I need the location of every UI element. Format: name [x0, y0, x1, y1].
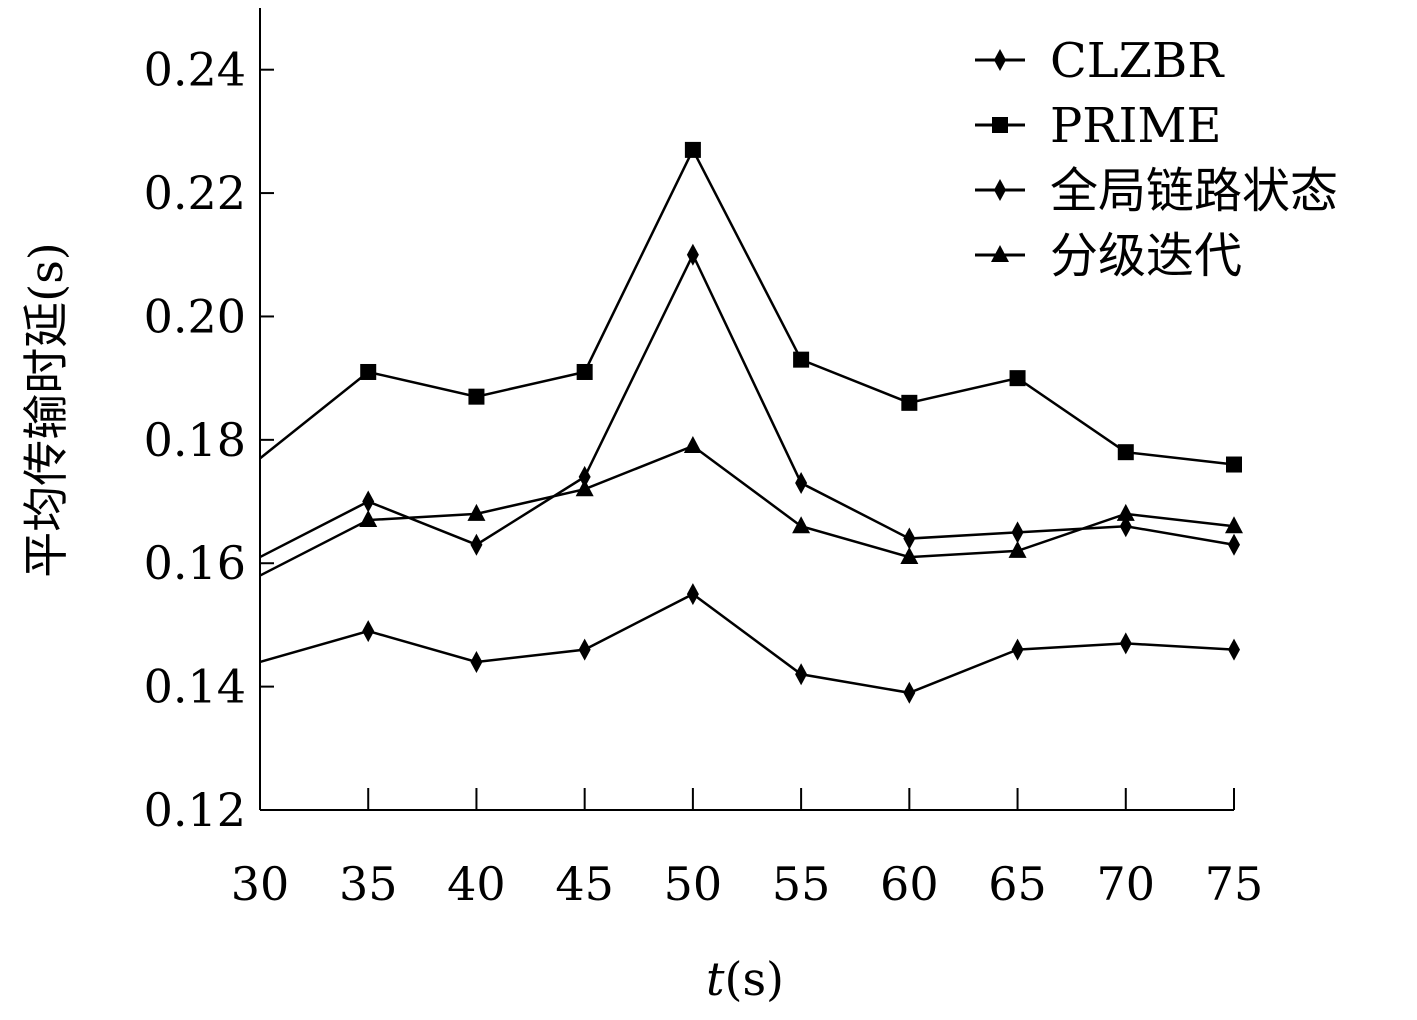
data-point [792, 516, 811, 534]
series-line [259, 592, 1235, 695]
series-line [259, 444, 1235, 577]
data-point [359, 510, 378, 528]
x-axis-label: t(s) [706, 952, 784, 1006]
data-point [1119, 632, 1132, 655]
data-point [362, 490, 375, 513]
legend-marker [994, 179, 1006, 201]
data-point [1008, 540, 1027, 558]
data-point [901, 394, 918, 411]
data-point [793, 351, 810, 368]
x-tick-label: 65 [988, 857, 1047, 911]
data-point [578, 465, 591, 488]
x-tick-label: 40 [447, 857, 506, 911]
legend-label: 分级迭代 [1050, 228, 1242, 284]
x-tick-label: 75 [1205, 857, 1264, 911]
series-layer [259, 141, 1243, 704]
data-point [576, 363, 593, 380]
series-2 [259, 141, 1242, 473]
y-tick-label: 0.16 [144, 536, 246, 590]
x-tick-label: 55 [772, 857, 831, 911]
data-point [1117, 444, 1134, 461]
data-point [362, 620, 375, 643]
data-point [683, 436, 702, 454]
data-point [686, 243, 699, 266]
axes: 0.12 0.14 0.16 0.18 0.20 0.22 0.24 30 35 40 45 50 55… [144, 8, 1264, 911]
series-3 [259, 243, 1240, 559]
legend-label: 全局链路状态 [1050, 163, 1338, 219]
data-point [470, 650, 483, 673]
data-point [1228, 638, 1240, 661]
data-point [467, 503, 486, 521]
series-4 [259, 436, 1243, 577]
y-tick-label: 0.12 [144, 783, 246, 837]
legend-entry: 全局链路状态 [975, 163, 1338, 219]
x-tick-label: 70 [1097, 857, 1156, 911]
x-tick-label: 50 [664, 857, 723, 911]
x-tick-label: 35 [339, 857, 398, 911]
legend-label: CLZBR [1050, 33, 1225, 89]
legend-entry: CLZBR [975, 33, 1225, 89]
x-tick-label: 30 [231, 857, 290, 911]
data-point [900, 547, 919, 565]
data-point [686, 583, 699, 606]
legend-marker [994, 49, 1006, 71]
y-axis-label: 平均传输时延(s) [19, 242, 73, 578]
data-point [1116, 503, 1135, 521]
data-point [684, 141, 701, 158]
data-point [578, 638, 591, 661]
data-point [1226, 456, 1242, 473]
legend-marker [992, 117, 1008, 133]
series-1 [259, 583, 1240, 704]
data-point [903, 527, 916, 550]
y-tick-label: 0.18 [144, 413, 246, 467]
data-point [795, 663, 808, 686]
data-point [470, 533, 483, 556]
series-line [259, 251, 1235, 559]
y-tick-label: 0.20 [144, 289, 246, 343]
data-point [903, 681, 916, 704]
data-point [1011, 521, 1024, 544]
legend-entry: 分级迭代 [975, 228, 1242, 284]
x-tick-label: 45 [555, 857, 614, 911]
data-point [795, 472, 808, 495]
series-line [259, 147, 1235, 466]
data-point [468, 388, 485, 405]
data-point [1009, 370, 1026, 387]
legend-entry: PRIME [975, 98, 1222, 154]
data-point [1011, 638, 1024, 661]
data-point [1225, 516, 1243, 534]
data-point [360, 363, 377, 380]
data-point [1228, 533, 1240, 556]
data-point [575, 479, 594, 497]
x-tick-label: 60 [880, 857, 939, 911]
y-tick-label: 0.14 [144, 660, 246, 714]
legend-marker [991, 245, 1009, 262]
y-tick-label: 0.24 [144, 43, 246, 97]
y-tick-label: 0.22 [144, 166, 246, 220]
legend-label: PRIME [1050, 98, 1222, 154]
